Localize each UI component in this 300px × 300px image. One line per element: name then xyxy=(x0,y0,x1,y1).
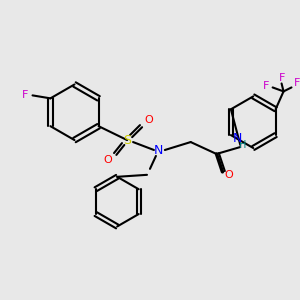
Text: F: F xyxy=(294,79,300,88)
Text: O: O xyxy=(224,170,233,180)
Text: O: O xyxy=(145,115,153,125)
Text: F: F xyxy=(278,73,285,82)
Text: F: F xyxy=(21,90,28,100)
Text: H: H xyxy=(238,140,246,150)
Text: O: O xyxy=(103,155,112,165)
Text: N: N xyxy=(154,143,164,157)
Text: N: N xyxy=(233,132,242,145)
Text: F: F xyxy=(262,81,269,92)
Text: S: S xyxy=(123,134,131,147)
